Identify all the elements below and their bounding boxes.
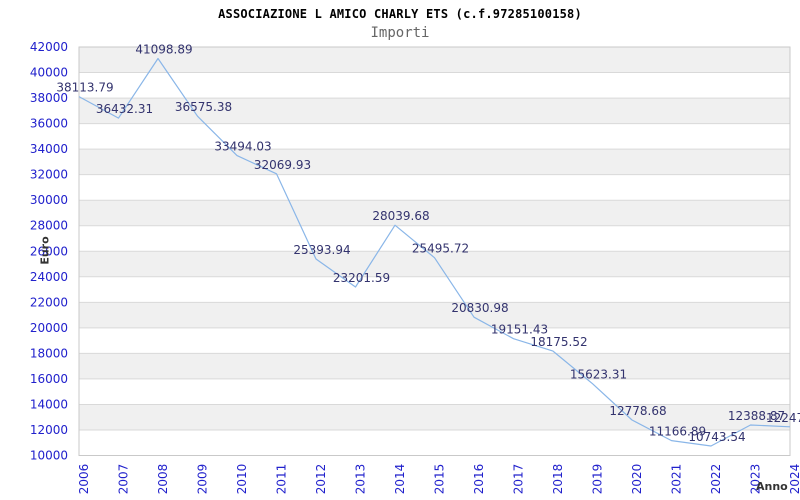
x-tick-label: 2019	[591, 464, 605, 495]
plot-band	[79, 98, 790, 124]
x-tick-label: 2006	[77, 464, 91, 495]
point-label: 33494.03	[214, 140, 271, 154]
chart-subtitle: Importi	[370, 25, 430, 41]
point-label: 36575.38	[175, 100, 232, 114]
y-tick-label: 42000	[30, 40, 68, 54]
x-tick-label: 2018	[551, 464, 565, 495]
x-tick-label: 2022	[709, 464, 723, 495]
x-tick-label: 2010	[235, 464, 249, 495]
y-tick-label: 36000	[30, 117, 68, 131]
x-tick-label: 2016	[472, 464, 486, 495]
point-label: 19151.43	[491, 323, 548, 337]
y-tick-label: 18000	[30, 346, 68, 360]
x-tick-label: 2020	[630, 464, 644, 495]
point-label: 12778.68	[609, 404, 666, 418]
x-tick-label: 2015	[433, 464, 447, 495]
point-label: 18175.52	[530, 335, 587, 349]
point-label: 15623.31	[570, 368, 627, 382]
x-tick-label: 2021	[670, 464, 684, 495]
point-label: 28039.68	[372, 209, 429, 223]
x-tick-label: 2017	[512, 464, 526, 495]
plot-band	[79, 200, 790, 226]
x-tick-label: 2009	[196, 464, 210, 495]
x-axis-title: Anno	[756, 480, 788, 493]
plot-border	[78, 46, 791, 456]
y-tick-label: 34000	[30, 142, 68, 156]
plot-band	[79, 251, 790, 277]
point-label: 12388.87	[728, 409, 785, 423]
y-tick-label: 24000	[30, 270, 68, 284]
data-line	[78, 57, 791, 447]
y-axis-title: Euro	[38, 236, 52, 265]
y-tick-label: 30000	[30, 193, 68, 207]
y-tick-label: 20000	[30, 321, 68, 335]
y-tick-label: 26000	[30, 244, 68, 258]
x-tick-label: 2011	[275, 464, 289, 495]
y-tick-label: 10000	[30, 449, 68, 463]
y-tick-label: 22000	[30, 295, 68, 309]
plot-band	[79, 149, 790, 175]
point-label: 10743.54	[688, 430, 745, 444]
point-label: 11166.89	[649, 425, 706, 439]
point-label: 23201.59	[333, 271, 390, 285]
point-label: 20830.98	[451, 301, 508, 315]
y-tick-label: 32000	[30, 168, 68, 182]
point-label: 32069.93	[254, 158, 311, 172]
y-tick-label: 38000	[30, 91, 68, 105]
x-tick-label: 2008	[156, 464, 170, 495]
point-label: 38113.79	[56, 81, 113, 95]
plot-band	[79, 47, 790, 73]
y-tick-label: 16000	[30, 372, 68, 386]
plot-band	[79, 302, 790, 328]
y-tick-label: 14000	[30, 397, 68, 411]
point-label: 25393.94	[293, 243, 350, 257]
x-tick-label: 2007	[117, 464, 131, 495]
x-tick-label: 2014	[393, 464, 407, 495]
point-label: 41098.89	[135, 43, 192, 57]
y-tick-label: 40000	[30, 66, 68, 80]
y-tick-label: 28000	[30, 219, 68, 233]
chart-title: ASSOCIAZIONE L AMICO CHARLY ETS (c.f.972…	[218, 7, 582, 21]
plot-band	[79, 404, 790, 430]
point-label: 25495.72	[412, 242, 469, 256]
point-label: 12247.	[766, 411, 800, 425]
x-tick-label: 2023	[749, 464, 763, 495]
x-tick-label: 2024	[788, 464, 800, 495]
y-tick-label: 12000	[30, 423, 68, 437]
plot-band	[79, 353, 790, 379]
x-tick-label: 2013	[354, 464, 368, 495]
x-tick-label: 2012	[314, 464, 328, 495]
point-label: 36432.31	[96, 102, 153, 116]
